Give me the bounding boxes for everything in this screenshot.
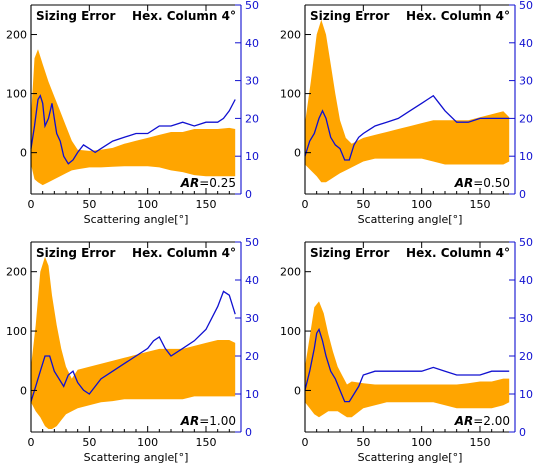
x-tick-label: 150 (196, 436, 217, 449)
x-tick-label: 150 (470, 198, 491, 211)
y-tick-label: 0 (20, 147, 27, 160)
y2-tick-label: 50 (245, 236, 259, 249)
panel-1: 0 50 100 150 0 100 200 0 10 20 30 40 50 Sizing Error H… (6, 0, 259, 226)
y2-tick-label: 40 (245, 274, 259, 287)
y2-tick-label: 20 (245, 350, 259, 363)
x-tick-label: 0 (302, 198, 309, 211)
y2-tick-label: 40 (519, 274, 533, 287)
y-tick-label: 0 (20, 384, 27, 397)
panel-title-left: Sizing Error (310, 9, 389, 23)
y-tick-label: 0 (294, 147, 301, 160)
y2-tick-label: 10 (519, 388, 533, 401)
x-tick-label: 100 (411, 198, 432, 211)
x-tick-label: 50 (82, 436, 96, 449)
y2-tick-label: 0 (519, 426, 526, 439)
y-tick-label: 200 (6, 29, 27, 42)
ar-annotation: AR=0.25 (180, 176, 236, 190)
panel-3: 0 50 100 150 0 100 200 0 10 20 30 40 50 Sizing Error H… (6, 236, 259, 464)
x-tick-label: 0 (302, 436, 309, 449)
x-axis-label: Scattering angle[°] (84, 213, 189, 226)
x-tick-label: 0 (28, 198, 35, 211)
error-band (31, 256, 236, 429)
x-tick-label: 100 (137, 436, 158, 449)
x-tick-label: 50 (82, 198, 96, 211)
x-tick-label: 100 (411, 436, 432, 449)
error-band (31, 49, 236, 186)
y2-tick-label: 10 (245, 388, 259, 401)
y2-tick-label: 50 (245, 0, 259, 12)
panel-title-right: Hex. Column 4° (132, 9, 236, 23)
y-tick-label: 100 (6, 325, 27, 338)
x-axis-label: Scattering angle[°] (84, 451, 189, 464)
panel-title-left: Sizing Error (310, 246, 389, 260)
x-tick-label: 100 (137, 198, 158, 211)
x-tick-label: 150 (196, 198, 217, 211)
y2-tick-label: 40 (245, 37, 259, 50)
y2-tick-label: 10 (519, 150, 533, 163)
panel-4: 0 50 100 150 0 100 200 0 10 20 30 40 50 Sizing Error H… (280, 236, 533, 464)
y2-tick-label: 0 (245, 188, 252, 201)
y2-tick-label: 0 (519, 188, 526, 201)
y2-tick-label: 20 (519, 350, 533, 363)
y2-tick-label: 10 (245, 150, 259, 163)
series-line (30, 290, 236, 402)
x-tick-label: 150 (470, 436, 491, 449)
panel-2: 0 50 100 150 0 100 200 0 10 20 30 40 50 Sizing Error H… (280, 0, 533, 226)
y2-tick-label: 30 (245, 75, 259, 88)
y-tick-label: 0 (294, 384, 301, 397)
panel-title-left: Sizing Error (36, 246, 115, 260)
ar-annotation: AR=1.00 (180, 414, 236, 428)
y2-tick-label: 50 (519, 0, 533, 12)
x-axis-label: Scattering angle[°] (358, 213, 463, 226)
y2-tick-label: 30 (245, 312, 259, 325)
panel-title-right: Hex. Column 4° (406, 9, 510, 23)
panel-title-right: Hex. Column 4° (132, 246, 236, 260)
y2-tick-label: 20 (245, 112, 259, 125)
y2-tick-label: 30 (519, 75, 533, 88)
error-band (305, 19, 510, 183)
x-tick-label: 50 (356, 198, 370, 211)
error-band (305, 301, 510, 418)
y-tick-label: 100 (280, 325, 301, 338)
y-tick-label: 200 (6, 266, 27, 279)
y2-tick-label: 20 (519, 112, 533, 125)
y-tick-label: 100 (6, 88, 27, 101)
x-tick-label: 50 (356, 436, 370, 449)
panel-title-left: Sizing Error (36, 9, 115, 23)
series-line (304, 94, 510, 161)
y2-tick-label: 40 (519, 37, 533, 50)
y-tick-label: 100 (280, 88, 301, 101)
x-axis-label: Scattering angle[°] (358, 451, 463, 464)
series-line (30, 94, 236, 165)
series-line (304, 327, 510, 403)
y-tick-label: 200 (280, 266, 301, 279)
y2-tick-label: 50 (519, 236, 533, 249)
x-tick-label: 0 (28, 436, 35, 449)
ar-annotation: AR=2.00 (454, 414, 510, 428)
y2-tick-label: 0 (245, 426, 252, 439)
ar-annotation: AR=0.50 (454, 176, 510, 190)
panel-title-right: Hex. Column 4° (406, 246, 510, 260)
y2-tick-label: 30 (519, 312, 533, 325)
y-tick-label: 200 (280, 29, 301, 42)
